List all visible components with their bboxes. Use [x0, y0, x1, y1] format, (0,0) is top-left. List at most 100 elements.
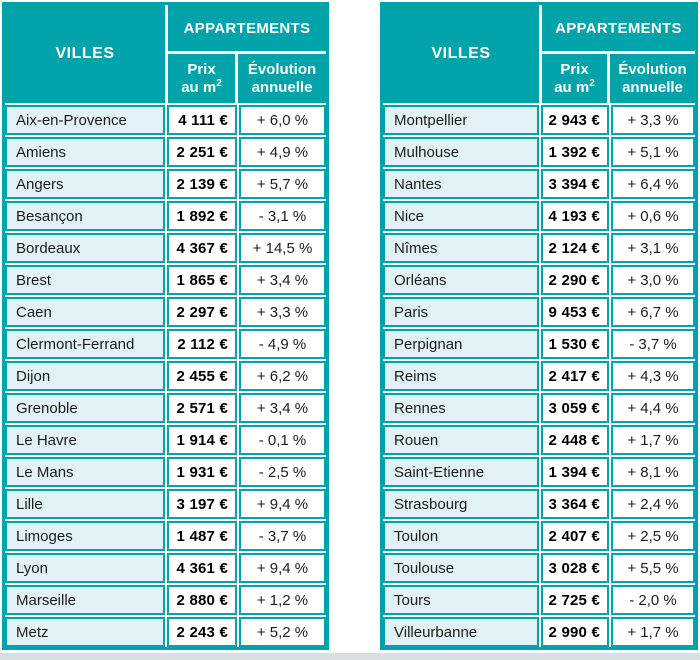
header-villes: VILLES: [55, 45, 115, 62]
price-cell: 1 892 €: [167, 201, 237, 231]
city-cell: Aix-en-Provence: [5, 105, 165, 135]
price-cell: 1 394 €: [541, 457, 609, 487]
header-appartements: APPARTEMENTS: [165, 5, 326, 51]
price-cell: 1 392 €: [541, 137, 609, 167]
price-cell: 9 453 €: [541, 297, 609, 327]
city-cell: Marseille: [5, 585, 165, 615]
price-cell: 2 139 €: [167, 169, 237, 199]
header-appartements: APPARTEMENTS: [539, 5, 695, 51]
header-evo-line1: Évolution: [247, 60, 317, 78]
evolution-cell: + 2,4 %: [611, 489, 695, 519]
city-cell: Rennes: [383, 393, 539, 423]
evolution-cell: - 3,1 %: [239, 201, 326, 231]
header-evo-line1: Évolution: [618, 60, 687, 78]
evolution-cell: + 3,4 %: [239, 393, 326, 423]
price-cell: 1 487 €: [167, 521, 237, 551]
header-evo-line2: annuelle: [622, 78, 683, 96]
evolution-cell: + 6,4 %: [611, 169, 695, 199]
evolution-cell: + 1,7 %: [611, 617, 695, 647]
evolution-cell: + 6,0 %: [239, 105, 326, 135]
city-cell: Nantes: [383, 169, 539, 199]
price-table-right: VILLES APPARTEMENTS Prix au m2 Évolution…: [380, 2, 698, 650]
city-cell: Besançon: [5, 201, 165, 231]
city-cell: Le Havre: [5, 425, 165, 455]
city-cell: Strasbourg: [383, 489, 539, 519]
city-cell: Amiens: [5, 137, 165, 167]
city-cell: Nice: [383, 201, 539, 231]
price-cell: 1 914 €: [167, 425, 237, 455]
price-cell: 2 990 €: [541, 617, 609, 647]
city-cell: Orléans: [383, 265, 539, 295]
evolution-cell: + 1,2 %: [239, 585, 326, 615]
evolution-cell: - 0,1 %: [239, 425, 326, 455]
evolution-cell: + 3,3 %: [611, 105, 695, 135]
header-prix-line2: au m2: [181, 77, 222, 96]
evolution-cell: + 4,4 %: [611, 393, 695, 423]
price-cell: 3 364 €: [541, 489, 609, 519]
city-cell: Lyon: [5, 553, 165, 583]
evolution-cell: + 5,2 %: [239, 617, 326, 647]
header-prix-line2: au m2: [554, 77, 595, 96]
evolution-cell: - 3,7 %: [239, 521, 326, 551]
city-cell: Tours: [383, 585, 539, 615]
city-cell: Limoges: [5, 521, 165, 551]
evolution-cell: + 2,5 %: [611, 521, 695, 551]
city-cell: Saint-Etienne: [383, 457, 539, 487]
evolution-cell: + 3,3 %: [239, 297, 326, 327]
evolution-cell: + 3,4 %: [239, 265, 326, 295]
price-cell: 2 407 €: [541, 521, 609, 551]
price-table-left: VILLES APPARTEMENTS Prix au m2 Évolution…: [2, 2, 329, 650]
city-cell: Toulouse: [383, 553, 539, 583]
city-cell: Lille: [5, 489, 165, 519]
header-evolution-annuelle: Évolution annuelle: [235, 51, 326, 103]
evolution-cell: + 3,1 %: [611, 233, 695, 263]
evolution-cell: + 3,0 %: [611, 265, 695, 295]
price-cell: 2 290 €: [541, 265, 609, 295]
evolution-cell: - 2,5 %: [239, 457, 326, 487]
evolution-cell: + 4,3 %: [611, 361, 695, 391]
price-cell: 2 725 €: [541, 585, 609, 615]
evolution-cell: + 8,1 %: [611, 457, 695, 487]
city-cell: Montpellier: [383, 105, 539, 135]
evolution-cell: + 14,5 %: [239, 233, 326, 263]
city-cell: Brest: [5, 265, 165, 295]
price-cell: 2 112 €: [167, 329, 237, 359]
evolution-cell: - 4,9 %: [239, 329, 326, 359]
price-cell: 2 243 €: [167, 617, 237, 647]
header-prix-au-m2: Prix au m2: [539, 51, 607, 103]
evolution-cell: - 3,7 %: [611, 329, 695, 359]
city-cell: Reims: [383, 361, 539, 391]
price-cell: 2 571 €: [167, 393, 237, 423]
table-header: VILLES APPARTEMENTS Prix au m2 Évolution…: [383, 5, 695, 103]
evolution-cell: + 4,9 %: [239, 137, 326, 167]
city-cell: Caen: [5, 297, 165, 327]
price-cell: 2 417 €: [541, 361, 609, 391]
evolution-cell: + 0,6 %: [611, 201, 695, 231]
city-cell: Angers: [5, 169, 165, 199]
price-cell: 2 251 €: [167, 137, 237, 167]
price-cell: 1 865 €: [167, 265, 237, 295]
city-cell: Toulon: [383, 521, 539, 551]
price-cell: 2 880 €: [167, 585, 237, 615]
price-cell: 2 124 €: [541, 233, 609, 263]
city-cell: Villeurbanne: [383, 617, 539, 647]
price-cell: 2 455 €: [167, 361, 237, 391]
city-cell: Metz: [5, 617, 165, 647]
price-cell: 2 297 €: [167, 297, 237, 327]
price-cell: 4 193 €: [541, 201, 609, 231]
table-body: Montpellier 2 943 € + 3,3 % Mulhouse 1 392 €…: [383, 103, 695, 647]
price-cell: 3 394 €: [541, 169, 609, 199]
city-cell: Paris: [383, 297, 539, 327]
evolution-cell: + 9,4 %: [239, 553, 326, 583]
city-cell: Le Mans: [5, 457, 165, 487]
price-cell: 1 931 €: [167, 457, 237, 487]
city-cell: Rouen: [383, 425, 539, 455]
city-cell: Bordeaux: [5, 233, 165, 263]
header-prix-line1: Prix: [187, 60, 216, 78]
city-cell: Dijon: [5, 361, 165, 391]
evolution-cell: + 6,7 %: [611, 297, 695, 327]
price-cell: 2 943 €: [541, 105, 609, 135]
evolution-cell: + 5,1 %: [611, 137, 695, 167]
price-cell: 3 197 €: [167, 489, 237, 519]
